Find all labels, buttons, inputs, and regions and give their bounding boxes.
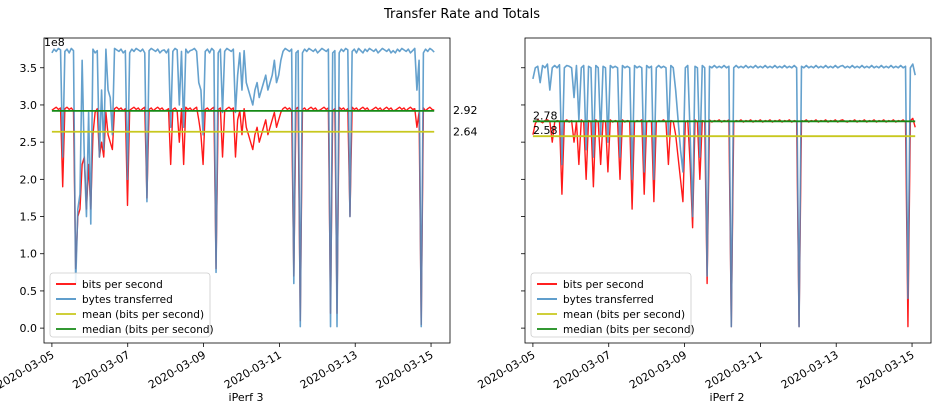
- x-tick-label: 2020-03-05: [0, 348, 56, 391]
- x-tick-label: 2020-03-05: [476, 348, 538, 391]
- legend-entry: bytes transferred: [82, 294, 173, 306]
- series-bytes-transferred: [51, 47, 435, 328]
- y-tick-label: 1.5: [20, 211, 38, 224]
- legend-entry: bits per second: [82, 279, 163, 291]
- y-tick-label: 3.0: [20, 99, 38, 112]
- mean-annotation: 2.64: [453, 126, 478, 139]
- median-annotation: 2.78: [533, 109, 558, 122]
- chart-iperf3: 1e8 iPerf 3 0.0 0.5 1.0 1.5 2.0 2.5 3.0 3.5 2020…: [0, 36, 478, 404]
- y-tick-label: 2.0: [20, 173, 38, 186]
- plot-frame: [524, 37, 932, 344]
- x-tick-label: 2020-03-11: [703, 348, 765, 391]
- x-tick-label: 2020-03-09: [146, 348, 208, 391]
- x-tick-label: 2020-03-07: [70, 348, 132, 391]
- chart-iperf2: iPerf 2 2020-03-05 2020-03-07 2020-03-09 20…: [476, 37, 932, 404]
- y-tick-label: 2.5: [20, 136, 38, 149]
- figure-title: Transfer Rate and Totals: [383, 7, 540, 22]
- legend-entry: mean (bits per second): [82, 309, 204, 321]
- x-tick-label: 2020-03-13: [298, 348, 360, 391]
- x-tick-label: 2020-03-15: [374, 348, 436, 391]
- legend-entry: bits per second: [563, 279, 644, 291]
- x-tick-label: 2020-03-11: [222, 348, 284, 391]
- legend-entry: mean (bits per second): [563, 309, 685, 321]
- y-tick-label: 1.0: [20, 248, 38, 261]
- mean-annotation: 2.58: [533, 124, 558, 137]
- median-annotation: 2.92: [453, 104, 478, 117]
- x-axis-label: iPerf 3: [229, 391, 264, 404]
- x-tick-label: 2020-03-13: [779, 348, 841, 391]
- plot-frame: [43, 37, 451, 344]
- series-bytes-transferred: [532, 63, 916, 328]
- x-axis-label: iPerf 2: [710, 391, 745, 404]
- legend: [530, 272, 692, 338]
- legend: [49, 272, 211, 338]
- y-tick-label: 3.5: [20, 62, 38, 75]
- legend-entry: median (bits per second): [563, 324, 695, 336]
- x-tick-label: 2020-03-15: [855, 348, 917, 391]
- y-tick-label: 0.5: [20, 285, 38, 298]
- y-tick-label: 0.0: [20, 322, 38, 335]
- legend-entry: bytes transferred: [563, 294, 654, 306]
- x-tick-label: 2020-03-09: [627, 348, 689, 391]
- x-tick-label: 2020-03-07: [551, 348, 613, 391]
- y-offset-label: 1e8: [44, 36, 65, 49]
- legend-entry: median (bits per second): [82, 324, 214, 336]
